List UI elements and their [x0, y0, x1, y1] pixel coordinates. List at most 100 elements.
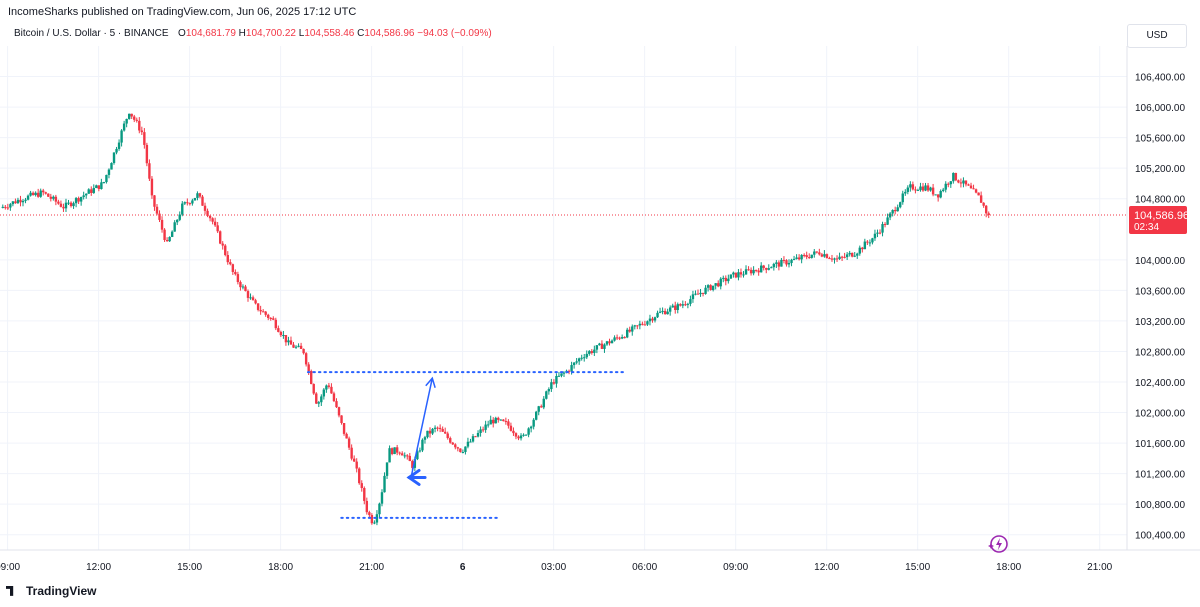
candle-body — [92, 187, 95, 193]
y-tick-label: 106,000.00 — [1135, 103, 1185, 114]
candle-body — [504, 421, 508, 423]
candle-body — [972, 188, 975, 190]
lightning-icon[interactable] — [988, 535, 1008, 553]
candle-body — [517, 436, 520, 439]
candle-body — [170, 231, 174, 237]
candle-body — [59, 203, 63, 207]
tradingview-footer[interactable]: TradingView — [6, 583, 96, 598]
candle-body — [254, 300, 257, 304]
candle-body — [820, 254, 824, 257]
high-label: H — [238, 28, 246, 39]
candle-body — [800, 254, 803, 260]
x-tick-label: 21:00 — [1087, 562, 1112, 573]
candle-body — [747, 269, 750, 271]
x-tick-label: 09:00 — [723, 562, 748, 573]
candle-body — [605, 341, 609, 345]
candle-body — [287, 340, 290, 343]
candle-body — [749, 269, 753, 274]
candle-body — [155, 206, 159, 214]
candle-body — [936, 194, 940, 198]
candle-body — [443, 431, 447, 434]
candle-body — [633, 325, 636, 327]
candle-body — [115, 148, 118, 153]
candle-body — [782, 259, 786, 261]
candle-body — [395, 447, 399, 453]
open-label: O — [178, 28, 186, 39]
y-tick-label: 103,200.00 — [1135, 317, 1185, 328]
candle-body — [878, 232, 882, 234]
candle-body — [284, 335, 288, 343]
candle-body — [651, 318, 654, 321]
x-tick-label: 09:00 — [0, 562, 21, 573]
candle-body — [924, 185, 927, 191]
candle-body — [577, 358, 581, 362]
symbol-name[interactable]: Bitcoin / U.S. Dollar · 5 · BINANCE — [14, 28, 169, 39]
candle-body — [959, 182, 963, 184]
candle-body — [145, 144, 149, 164]
candle-body — [310, 371, 313, 384]
candle-body — [302, 348, 305, 354]
candle-body — [984, 205, 988, 214]
candle-body — [138, 120, 141, 131]
candle-body — [456, 447, 460, 449]
candle-body — [368, 512, 371, 516]
candle-body — [87, 189, 90, 194]
y-tick-label: 102,800.00 — [1135, 347, 1185, 358]
candle-body — [686, 303, 690, 305]
candle-body — [861, 247, 864, 250]
candle-body — [550, 382, 553, 390]
candle-body — [727, 278, 730, 282]
candle-body — [441, 428, 444, 432]
candle-body — [494, 417, 497, 424]
candle-body — [1, 206, 4, 208]
candle-body — [868, 242, 872, 244]
candle-body — [775, 262, 778, 264]
candle-body — [962, 180, 965, 184]
candle-body — [610, 340, 614, 344]
candle-body — [29, 192, 32, 196]
candle-body — [418, 450, 422, 452]
candle-body — [211, 218, 214, 222]
candle-body — [674, 305, 677, 311]
candle-body — [876, 232, 879, 234]
candle-body — [828, 258, 831, 260]
candle-body — [282, 335, 285, 337]
candle-body — [848, 252, 851, 255]
candle-body — [117, 142, 121, 149]
candle-body — [373, 522, 376, 524]
candle-body — [294, 346, 298, 348]
y-tick-label: 100,800.00 — [1135, 500, 1185, 511]
candle-body — [653, 317, 657, 321]
candle-body — [810, 254, 813, 258]
currency-button[interactable]: USD — [1127, 24, 1187, 48]
candle-body — [393, 447, 396, 455]
candle-body — [744, 269, 748, 275]
candle-body — [754, 269, 758, 271]
candle-body — [823, 254, 826, 257]
candle-body — [322, 389, 326, 397]
candle-body — [186, 202, 189, 204]
candle-body — [110, 163, 113, 170]
candle-body — [330, 386, 333, 394]
candle-body — [815, 251, 819, 253]
candle-body — [378, 503, 381, 515]
candle-body — [802, 254, 806, 256]
candle-body — [433, 427, 437, 429]
candle-body — [514, 433, 518, 437]
candle-body — [246, 291, 250, 298]
candle-body — [656, 312, 659, 318]
candle-body — [4, 206, 7, 208]
open-value: 104,681.79 — [185, 28, 236, 39]
candle-body — [383, 475, 386, 493]
symbol-legend: Bitcoin / U.S. Dollar · 5 · BINANCE O104… — [14, 28, 492, 39]
candle-body — [426, 430, 429, 438]
candle-body — [957, 180, 960, 183]
candle-body — [69, 202, 73, 207]
x-tick-label: 18:00 — [996, 562, 1021, 573]
candle-body — [385, 462, 389, 476]
footer-brand: TradingView — [26, 583, 97, 598]
candle-body — [317, 402, 320, 404]
candle-body — [547, 389, 551, 392]
candle-body — [231, 264, 235, 272]
